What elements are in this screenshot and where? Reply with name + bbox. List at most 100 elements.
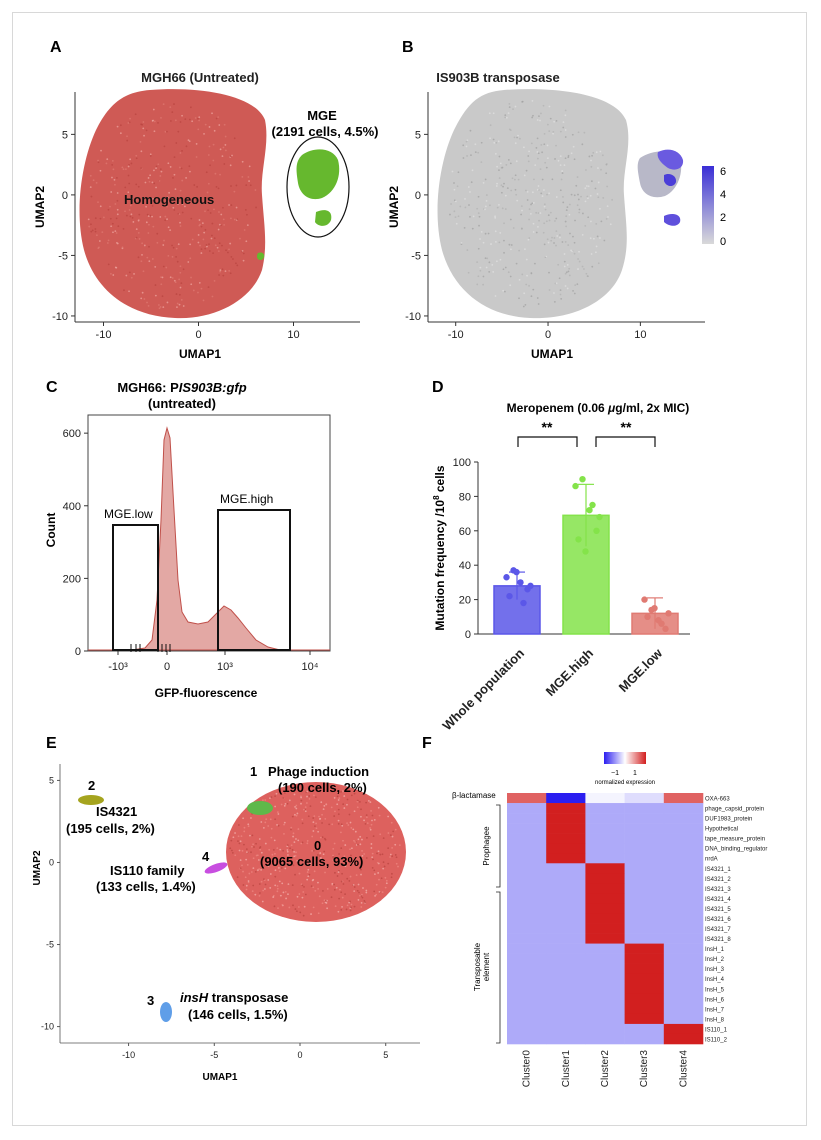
cell-dot	[499, 258, 502, 261]
cell-dot	[564, 129, 567, 131]
cell-dot	[537, 152, 540, 155]
cell-dot	[173, 156, 176, 159]
cell-dot	[107, 208, 110, 211]
data-point	[506, 592, 513, 600]
heatmap-cell	[546, 853, 586, 864]
cell-dot	[295, 804, 298, 807]
cell-dot	[349, 848, 351, 851]
cell-dot	[88, 225, 91, 228]
cell-dot	[264, 842, 267, 845]
cell-dot	[290, 826, 293, 829]
cell-dot	[276, 887, 279, 890]
cell-dot	[151, 258, 154, 260]
heatmap-row-label: IS4321_1	[705, 867, 731, 873]
cell-dot	[291, 815, 294, 818]
panel-e-xtick-label: 0	[297, 1050, 302, 1060]
panel-b-ytick-label: 0	[415, 190, 421, 202]
cell-dot	[139, 140, 142, 143]
heatmap-cell	[624, 843, 665, 854]
cell-dot	[129, 158, 132, 161]
cell-dot	[336, 803, 339, 806]
panel-c-xtick-label: -10³	[108, 661, 128, 673]
cell-dot	[585, 169, 587, 171]
cell-dot	[590, 180, 593, 183]
cell-dot	[188, 165, 191, 168]
cell-dot	[247, 825, 250, 828]
cell-dot	[128, 290, 130, 293]
cell-dot	[377, 806, 380, 809]
cell-dot	[365, 891, 368, 894]
heatmap-cell	[585, 1023, 625, 1035]
cell-dot	[317, 912, 320, 915]
heatmap-cell	[546, 913, 586, 924]
cell-dot	[535, 231, 538, 234]
cell-dot	[286, 802, 289, 805]
heatmap-cell	[585, 993, 625, 1005]
cell-dot	[276, 824, 278, 826]
cell-dot	[555, 217, 558, 220]
cell-dot	[543, 205, 546, 208]
cell-dot	[131, 216, 134, 219]
cell-dot	[271, 853, 274, 856]
cell-dot	[188, 140, 191, 143]
cell-dot	[528, 208, 531, 211]
cell-dot	[245, 888, 248, 891]
panel-a-xtick-label: -10	[96, 329, 112, 341]
row-group-transposable: Transposable	[473, 942, 482, 991]
cell-dot	[134, 199, 137, 201]
cell-dot	[242, 252, 245, 255]
cell-dot	[508, 128, 511, 131]
cell-dot	[177, 203, 179, 205]
cell-dot	[382, 837, 385, 840]
data-point	[572, 482, 579, 490]
cell-dot	[567, 244, 570, 246]
cell-dot	[545, 255, 548, 258]
cell-dot	[294, 908, 297, 910]
cell-dot	[516, 136, 518, 139]
cell-dot	[251, 834, 254, 837]
cell-dot	[146, 213, 149, 216]
heatmap-cell	[507, 793, 547, 804]
panel-b-ytick-label: -10	[405, 311, 421, 323]
cell-dot	[536, 188, 539, 191]
cell-dot	[151, 181, 154, 184]
heatmap-cell	[546, 873, 586, 884]
cell-dot	[250, 845, 253, 848]
cell-dot	[352, 828, 355, 831]
cell-dot	[325, 864, 328, 867]
cell-dot	[353, 792, 356, 795]
heatmap-cell	[663, 863, 704, 874]
cell-dot	[105, 162, 108, 165]
cell-dot	[178, 213, 181, 216]
cell-dot	[309, 805, 312, 808]
cell-dot	[229, 242, 232, 245]
cell-dot	[280, 803, 283, 806]
cell-dot	[213, 237, 216, 240]
cell-dot	[332, 854, 334, 857]
cell-dot	[115, 266, 118, 269]
cell-dot	[99, 217, 102, 220]
cell-dot	[323, 805, 326, 807]
cell-dot	[348, 901, 351, 904]
cell-dot	[175, 142, 178, 144]
cell-dot	[179, 121, 182, 123]
cell-dot	[518, 249, 521, 252]
cell-dot	[577, 131, 580, 134]
cell-dot	[566, 264, 569, 266]
cell-dot	[259, 846, 262, 848]
cell-dot	[362, 887, 364, 889]
cell-dot	[533, 262, 536, 265]
cell-dot	[321, 902, 324, 905]
cell-dot	[523, 292, 526, 295]
heatmap-cell	[546, 923, 586, 934]
cell-dot	[472, 215, 475, 218]
cell-dot	[533, 178, 535, 181]
cell-dot	[106, 242, 109, 244]
panel-label-a: A	[50, 39, 62, 56]
cell-dot	[453, 199, 456, 202]
cell-dot	[296, 860, 299, 862]
panel-b-xtick-label: -10	[448, 329, 464, 341]
cell-dot	[110, 225, 113, 228]
cell-dot	[574, 219, 576, 222]
heatmap-cell	[507, 813, 547, 824]
